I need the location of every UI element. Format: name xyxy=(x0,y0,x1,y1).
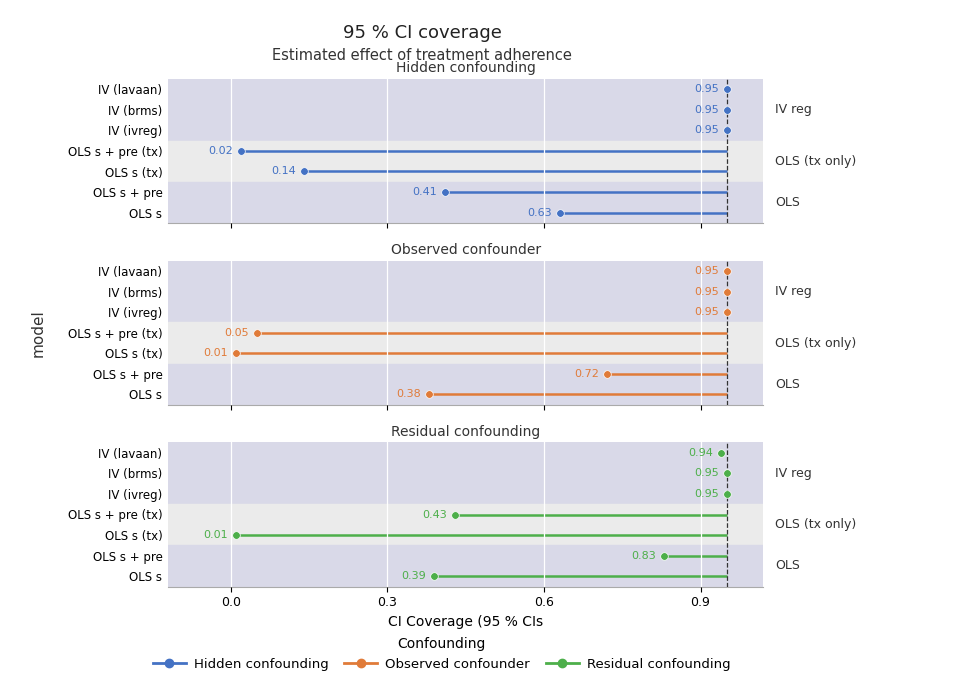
Text: 0.01: 0.01 xyxy=(204,530,228,540)
Text: 0.43: 0.43 xyxy=(422,510,447,519)
Title: Hidden confounding: Hidden confounding xyxy=(396,61,536,75)
Text: 0.95: 0.95 xyxy=(694,266,719,276)
Bar xyxy=(168,182,763,223)
Text: IV reg: IV reg xyxy=(775,104,812,116)
Title: Residual confounding: Residual confounding xyxy=(391,425,540,438)
Text: OLS: OLS xyxy=(775,560,800,572)
Text: 0.14: 0.14 xyxy=(271,167,296,176)
Text: model: model xyxy=(31,309,46,357)
Text: OLS (tx only): OLS (tx only) xyxy=(775,155,856,167)
Bar xyxy=(168,322,763,364)
Title: Observed confounder: Observed confounder xyxy=(391,243,540,257)
Text: 0.41: 0.41 xyxy=(412,187,437,197)
Text: OLS: OLS xyxy=(775,378,800,390)
Bar xyxy=(168,364,763,405)
Text: 0.02: 0.02 xyxy=(208,146,233,156)
Text: IV reg: IV reg xyxy=(775,285,812,298)
Bar xyxy=(168,545,763,587)
Bar xyxy=(168,442,763,504)
X-axis label: CI Coverage (95 % CIs: CI Coverage (95 % CIs xyxy=(388,615,543,629)
Text: 0.94: 0.94 xyxy=(688,448,713,458)
Text: 0.63: 0.63 xyxy=(527,208,552,217)
Text: 95 % CI coverage: 95 % CI coverage xyxy=(343,24,502,42)
Text: 0.95: 0.95 xyxy=(694,489,719,499)
Text: 0.95: 0.95 xyxy=(694,105,719,115)
Text: 0.83: 0.83 xyxy=(632,551,657,560)
Text: 0.38: 0.38 xyxy=(396,390,421,399)
Text: 0.05: 0.05 xyxy=(225,328,249,338)
Text: OLS: OLS xyxy=(775,196,800,209)
Text: 0.72: 0.72 xyxy=(574,369,599,379)
Text: 0.95: 0.95 xyxy=(694,126,719,135)
Text: 0.95: 0.95 xyxy=(694,287,719,296)
Legend: Hidden confounding, Observed confounder, Residual confounding: Hidden confounding, Observed confounder,… xyxy=(148,632,735,676)
Bar xyxy=(168,261,763,322)
Bar xyxy=(168,504,763,545)
Text: Estimated effect of treatment adherence: Estimated effect of treatment adherence xyxy=(273,48,572,63)
Bar xyxy=(168,141,763,182)
Text: IV reg: IV reg xyxy=(775,467,812,480)
Text: 0.01: 0.01 xyxy=(204,348,228,358)
Bar xyxy=(168,79,763,141)
Text: 0.95: 0.95 xyxy=(694,84,719,94)
Text: OLS (tx only): OLS (tx only) xyxy=(775,519,856,531)
Text: 0.95: 0.95 xyxy=(694,307,719,317)
Text: OLS (tx only): OLS (tx only) xyxy=(775,337,856,349)
Text: 0.39: 0.39 xyxy=(401,571,426,581)
Text: 0.95: 0.95 xyxy=(694,469,719,478)
